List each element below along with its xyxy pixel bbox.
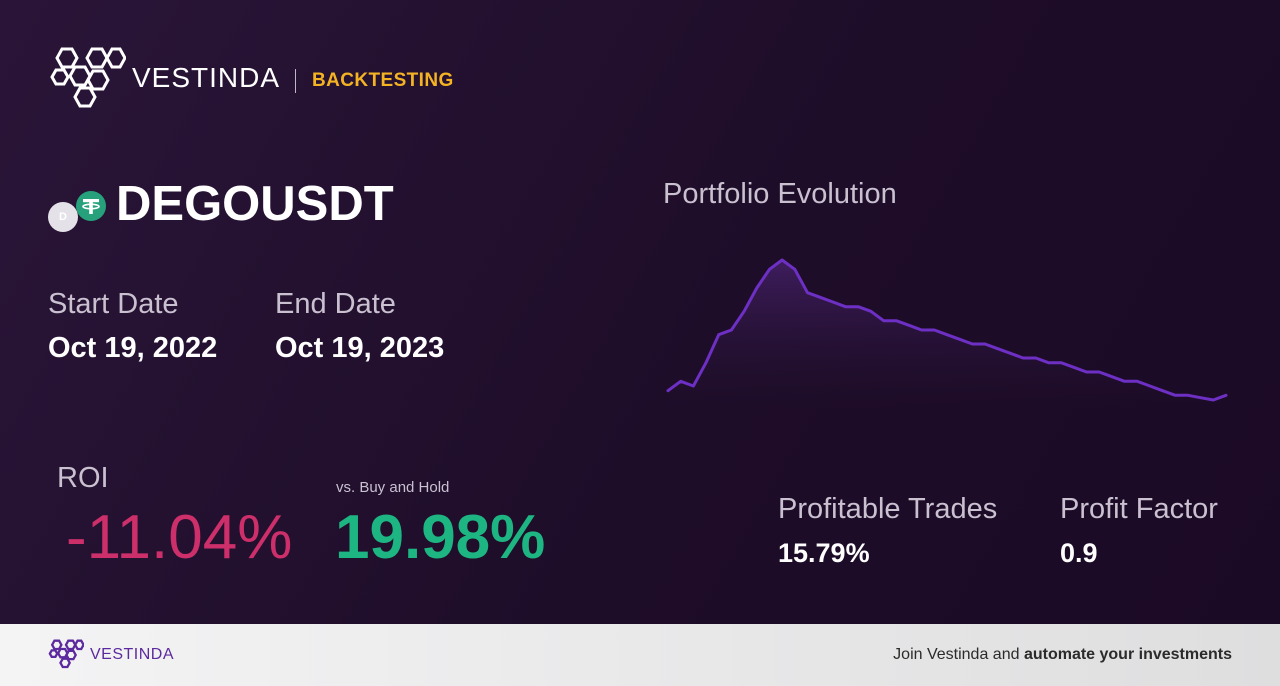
backtesting-tag: BACKTESTING: [312, 70, 454, 91]
footer-brand-name: VESTINDA: [90, 646, 175, 663]
brand-divider: [295, 69, 296, 93]
backtest-card: VESTINDA BACKTESTING D DEGOUSDT Start Da…: [0, 0, 1280, 624]
roi-value: -11.04%: [66, 503, 293, 572]
profit-factor-value: 0.9: [1060, 538, 1098, 568]
footer-cta-prefix: Join Vestinda and: [893, 646, 1024, 663]
portfolio-chart: [666, 258, 1228, 410]
trading-pair: DEGOUSDT: [116, 177, 394, 231]
end-date-value: Oct 19, 2023: [275, 332, 445, 364]
footer-cta-bold: automate your investments: [1023, 646, 1232, 663]
vestinda-logo-icon: [50, 47, 126, 108]
start-date-label: Start Date: [48, 288, 179, 320]
buy-hold-label: vs. Buy and Hold: [336, 479, 450, 496]
chart-line-portfolio: [666, 258, 1228, 402]
roi-label: ROI: [57, 462, 109, 494]
start-date-value: Oct 19, 2022: [48, 332, 218, 364]
end-date-label: End Date: [275, 288, 396, 320]
profitable-trades-label: Profitable Trades: [778, 493, 998, 525]
footer-cta[interactable]: Join Vestinda and automate your investme…: [893, 646, 1232, 664]
tether-icon: [76, 191, 106, 221]
brand-name: VESTINDA: [132, 62, 281, 93]
buy-hold-value: 19.98%: [335, 503, 546, 572]
profitable-trades-value: 15.79%: [778, 538, 870, 568]
profit-factor-label: Profit Factor: [1060, 493, 1218, 525]
base-coin-icon: D: [48, 202, 78, 232]
vestinda-logo-icon: [48, 639, 84, 669]
chart-title: Portfolio Evolution: [663, 178, 897, 210]
footer: VESTINDA Join Vestinda and automate your…: [0, 624, 1280, 686]
